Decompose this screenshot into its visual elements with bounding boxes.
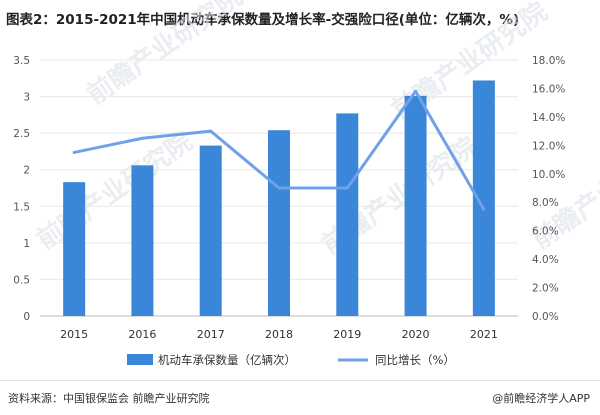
y-axis-left: 0 0.5 1 1.5 2 2.5 3 3.5 bbox=[13, 55, 30, 323]
x-axis: 2015 2016 2017 2018 2019 2020 2021 bbox=[60, 328, 498, 341]
x-tick-label: 2021 bbox=[470, 328, 498, 341]
y-left-tick-label: 0 bbox=[23, 311, 30, 323]
bar-2018 bbox=[268, 130, 290, 316]
footer-divider bbox=[0, 380, 600, 381]
x-tick-label: 2017 bbox=[197, 328, 225, 341]
y-right-tick-label: 18.0% bbox=[532, 55, 565, 67]
growth-point-2015 bbox=[72, 150, 76, 154]
y-right-tick-label: 10.0% bbox=[532, 169, 565, 181]
bar-2021 bbox=[472, 80, 495, 316]
y-right-tick-label: 16.0% bbox=[532, 83, 565, 95]
x-tick-label: 2016 bbox=[128, 328, 156, 341]
y-left-tick-label: 1 bbox=[23, 238, 30, 250]
legend: 机动车承保数量（亿辆次） 同比增长（%） bbox=[127, 353, 455, 367]
growth-point-2019 bbox=[345, 186, 349, 190]
source-note: 资料来源：中国银保监会 前瞻产业研究院 bbox=[8, 392, 210, 405]
bar-2019 bbox=[336, 113, 359, 316]
bar-2020 bbox=[404, 95, 427, 316]
growth-point-2021 bbox=[482, 207, 486, 211]
y-right-tick-label: 12.0% bbox=[532, 140, 565, 152]
x-tick-label: 2020 bbox=[402, 328, 430, 341]
legend-line-label: 同比增长（%） bbox=[375, 353, 455, 367]
y-left-tick-label: 0.5 bbox=[13, 274, 30, 286]
y-left-tick-label: 3 bbox=[23, 92, 30, 104]
bar-2017 bbox=[199, 145, 222, 316]
chart-title: 图表2：2015-2021年中国机动车承保数量及增长率-交强险口径(单位：亿辆次… bbox=[6, 12, 520, 28]
y-left-tick-label: 2 bbox=[23, 165, 30, 177]
bar-series bbox=[63, 80, 495, 316]
y-axis-right: 0.0% 2.0% 4.0% 6.0% 8.0% 10.0% 12.0% 14.0% 16.0%… bbox=[532, 55, 565, 323]
bar-2016 bbox=[131, 165, 154, 316]
growth-point-2018 bbox=[277, 186, 281, 190]
y-left-tick-label: 2.5 bbox=[13, 128, 30, 140]
y-right-tick-label: 14.0% bbox=[532, 112, 565, 124]
y-left-tick-label: 1.5 bbox=[13, 201, 30, 213]
legend-bar-swatch bbox=[127, 354, 153, 365]
legend-bar-label: 机动车承保数量（亿辆次） bbox=[158, 353, 296, 367]
bar-2015 bbox=[63, 182, 86, 316]
line-series bbox=[72, 89, 486, 211]
y-right-tick-label: 6.0% bbox=[532, 226, 559, 238]
y-right-tick-label: 2.0% bbox=[532, 283, 559, 295]
y-right-tick-label: 0.0% bbox=[532, 311, 559, 323]
y-left-tick-label: 3.5 bbox=[13, 55, 30, 67]
x-tick-label: 2018 bbox=[265, 328, 293, 341]
growth-point-2017 bbox=[209, 129, 213, 133]
x-tick-label: 2015 bbox=[60, 328, 88, 341]
brand-credit: @前瞻经济学人APP bbox=[492, 392, 590, 405]
growth-point-2020 bbox=[414, 89, 418, 93]
y-right-tick-label: 4.0% bbox=[532, 254, 559, 266]
x-tick-label: 2019 bbox=[333, 328, 361, 341]
growth-point-2016 bbox=[140, 136, 144, 140]
watermark-text: 前瞻产业研究院 bbox=[81, 0, 248, 111]
y-right-tick-label: 8.0% bbox=[532, 197, 559, 209]
